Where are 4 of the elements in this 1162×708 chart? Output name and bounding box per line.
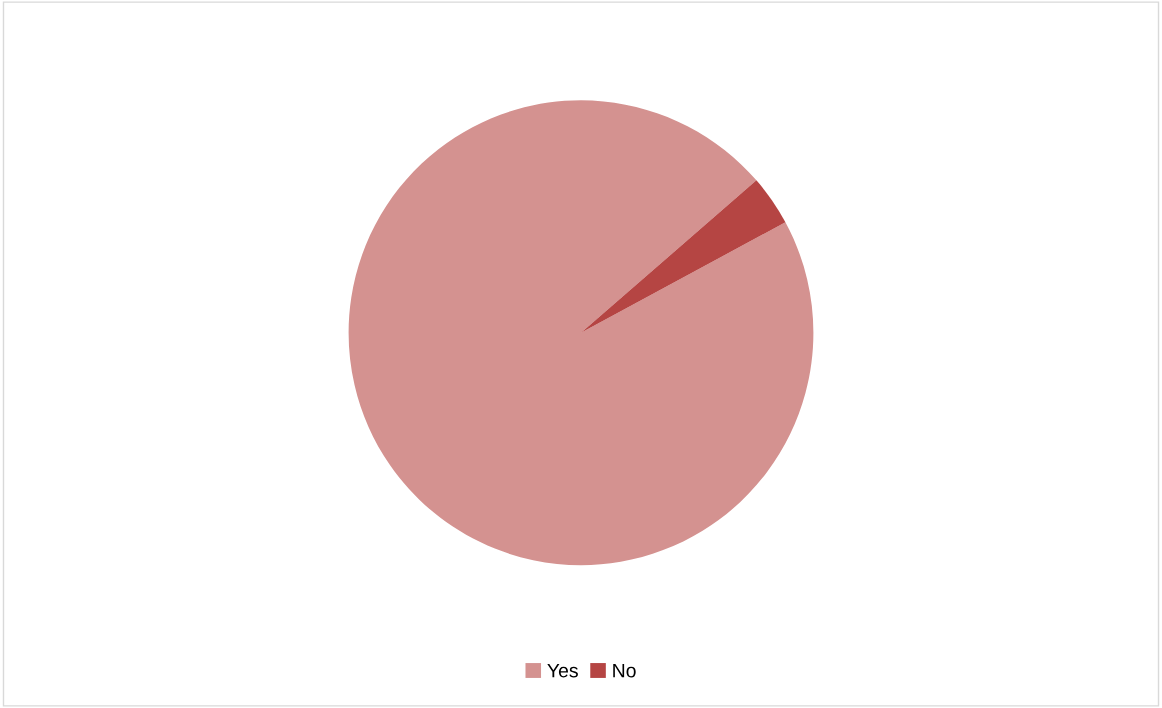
legend-label: Yes: [547, 663, 578, 678]
legend-label: No: [613, 663, 636, 678]
pie-slice: [581, 180, 786, 333]
pie-slice: [348, 100, 814, 566]
